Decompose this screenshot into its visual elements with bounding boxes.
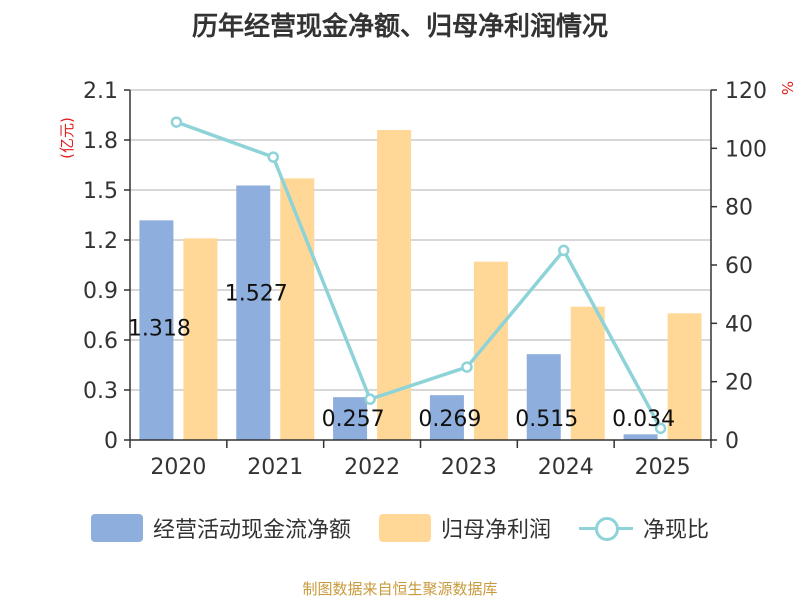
x-tick-label: 2022 bbox=[344, 455, 400, 480]
left-tick-label: 0.3 bbox=[83, 379, 118, 404]
bar-cashflow bbox=[526, 354, 561, 440]
left-tick-label: 1.5 bbox=[83, 179, 118, 204]
x-tick-label: 2024 bbox=[538, 455, 594, 480]
point-ratio bbox=[558, 244, 570, 257]
right-tick-label: 20 bbox=[725, 371, 753, 396]
bar-cashflow bbox=[333, 397, 368, 440]
right-tick-label: 100 bbox=[725, 137, 767, 162]
source-note: 制图数据来自恒生聚源数据库 bbox=[302, 580, 498, 598]
right-tick-label: 0 bbox=[725, 429, 739, 454]
bar-profit bbox=[667, 313, 702, 440]
bar-cashflow bbox=[429, 395, 464, 440]
legend: 经营活动现金流净额 归母净利润 净现比 bbox=[0, 512, 800, 544]
right-tick-label: 120 bbox=[725, 79, 767, 104]
point-ratio bbox=[364, 393, 376, 405]
left-tick-label: 1.2 bbox=[83, 229, 118, 254]
right-tick-label: 40 bbox=[725, 312, 753, 337]
data-label-cashflow: 0.269 bbox=[418, 407, 481, 432]
x-tick-label: 2021 bbox=[247, 455, 303, 480]
data-label-cashflow: 0.257 bbox=[322, 407, 385, 432]
legend-swatch-profit bbox=[378, 514, 431, 542]
bar-cashflow bbox=[623, 434, 658, 440]
x-tick-label: 2023 bbox=[441, 455, 497, 480]
bar-cashflow bbox=[139, 220, 174, 440]
point-ratio bbox=[170, 116, 183, 128]
right-axis-unit: % bbox=[778, 81, 796, 95]
legend-swatch-ratio bbox=[579, 514, 633, 542]
point-ratio bbox=[267, 151, 279, 163]
data-label-cashflow: 1.527 bbox=[225, 282, 288, 307]
bar-profit bbox=[570, 306, 605, 440]
left-tick-label: 0.6 bbox=[83, 329, 118, 354]
bar-profit bbox=[183, 238, 218, 440]
data-label-cashflow: 0.034 bbox=[612, 407, 675, 432]
left-tick-label: 1.8 bbox=[83, 129, 118, 154]
bar-profit bbox=[280, 178, 315, 441]
legend-label-ratio: 净现比 bbox=[643, 518, 710, 543]
legend-item-ratio[interactable]: 净现比 bbox=[579, 512, 709, 544]
point-ratio bbox=[461, 361, 473, 373]
left-axis-unit: (亿元) bbox=[58, 117, 76, 159]
data-label-cashflow: 1.318 bbox=[128, 316, 191, 341]
left-tick-label: 2.1 bbox=[83, 79, 118, 104]
legend-item-cashflow[interactable]: 经营活动现金流净额 bbox=[90, 512, 351, 544]
right-tick-label: 60 bbox=[725, 254, 753, 279]
legend-label-cashflow: 经营活动现金流净额 bbox=[152, 518, 351, 543]
x-tick-label: 2025 bbox=[635, 455, 691, 480]
data-label-cashflow: 0.515 bbox=[515, 407, 578, 432]
legend-label-profit: 归母净利润 bbox=[440, 518, 551, 543]
line-ratio bbox=[175, 120, 663, 430]
bar-cashflow bbox=[236, 185, 271, 440]
chart-title: 历年经营现金净额、归母净利润情况 bbox=[191, 12, 608, 42]
legend-swatch-cashflow bbox=[90, 514, 143, 542]
legend-item-profit[interactable]: 归母净利润 bbox=[378, 512, 551, 544]
left-tick-label: 0 bbox=[104, 429, 118, 454]
x-tick-label: 2020 bbox=[150, 455, 206, 480]
right-tick-label: 80 bbox=[725, 196, 753, 221]
point-ratio bbox=[654, 422, 667, 435]
left-tick-label: 0.9 bbox=[83, 279, 118, 304]
